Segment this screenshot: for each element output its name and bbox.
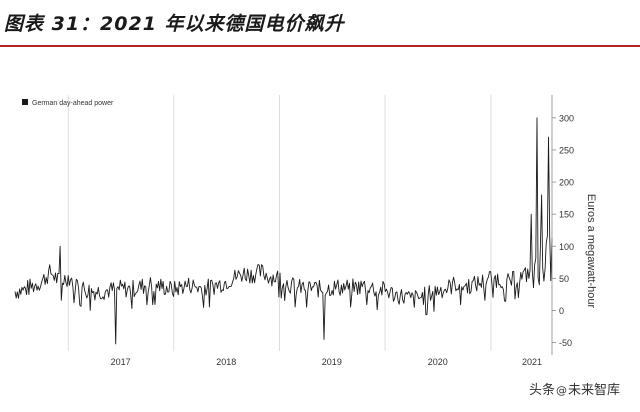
y-tick-label: 300 bbox=[559, 113, 574, 123]
y-tick-label: 0 bbox=[559, 306, 564, 316]
title-divider bbox=[0, 45, 640, 47]
y-tick-label: 100 bbox=[559, 242, 574, 252]
x-tick-label: 2021 bbox=[522, 357, 542, 367]
legend-label: German day-ahead power bbox=[32, 100, 114, 107]
series-line-german-day-ahead-power bbox=[14, 117, 553, 345]
chart-axis: 2017 2018 2019 2020 2021 -50 0 50 100 150 200 250 30… bbox=[111, 95, 574, 367]
x-tick-label: 2018 bbox=[216, 357, 236, 367]
chart-series-layer bbox=[14, 117, 553, 345]
watermark-text-right: 未来智库 bbox=[567, 383, 620, 398]
y-tick-label: 250 bbox=[559, 145, 574, 155]
x-tick-label: 2017 bbox=[111, 357, 131, 367]
at-icon: @ bbox=[555, 384, 567, 397]
page-title: 图表 31：2021 年以来德国电价飙升 bbox=[4, 13, 345, 35]
price-line-chart: 2017 2018 2019 2020 2021 -50 0 50 100 150 200 250 30… bbox=[14, 95, 597, 367]
y-tick-label: 200 bbox=[559, 178, 574, 188]
y-tick-label: 150 bbox=[559, 210, 574, 220]
chart-gridlines bbox=[67, 95, 492, 351]
title-bar: 图表 31：2021 年以来德国电价飙升 bbox=[0, 0, 640, 47]
y-tick-label: 50 bbox=[559, 274, 569, 284]
x-tick-label: 2019 bbox=[322, 357, 342, 367]
watermark-text-left: 头条 bbox=[528, 383, 555, 398]
chart-legend: German day-ahead power bbox=[22, 99, 114, 107]
legend-swatch bbox=[22, 99, 28, 105]
y-tick-label: -50 bbox=[559, 338, 572, 348]
y-axis-title: Euros a megawatt-hour bbox=[585, 194, 597, 309]
watermark: 头条@未来智库 bbox=[522, 377, 626, 400]
x-tick-label: 2020 bbox=[428, 357, 448, 367]
